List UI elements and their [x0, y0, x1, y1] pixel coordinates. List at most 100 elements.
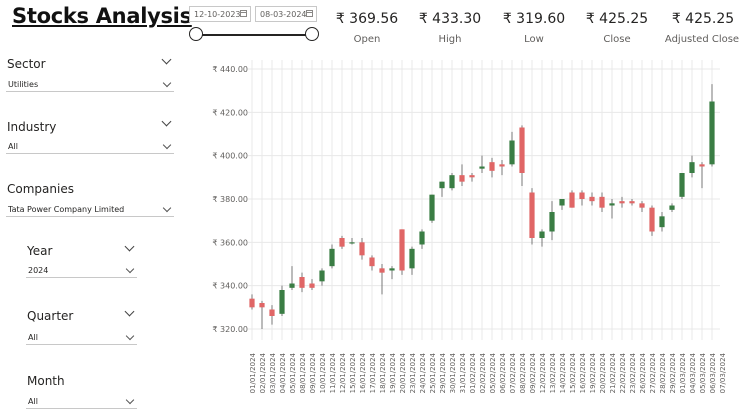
candle-down: [269, 309, 275, 316]
calendar-icon[interactable]: [240, 10, 247, 17]
candle-down: [699, 164, 705, 167]
kpi-open-value: ₹ 369.56: [335, 11, 399, 27]
calendar-icon[interactable]: [306, 10, 313, 17]
x-tick-label: 01/01/2024: [249, 352, 257, 393]
x-tick-label: 17/01/2024: [369, 352, 377, 393]
end-date-value: 08-03-2024: [260, 10, 307, 19]
year-dropdown[interactable]: 2024: [26, 263, 137, 278]
x-tick-label: 30/01/2024: [449, 352, 457, 393]
candle-down: [459, 175, 465, 182]
quarter-dropdown[interactable]: All: [26, 330, 137, 345]
candle-down: [339, 238, 345, 247]
date-range-end-handle[interactable]: [305, 27, 319, 41]
y-tick-label: ₹ 320.00: [212, 325, 248, 334]
kpi-low-label: Low: [524, 34, 544, 45]
x-tick-label: 02/02/2024: [479, 352, 487, 393]
x-tick-label: 19/02/2024: [589, 352, 597, 393]
x-tick-label: 07/02/2024: [509, 352, 517, 393]
x-tick-label: 23/01/2024: [409, 352, 417, 393]
y-tick-label: ₹ 380.00: [212, 195, 248, 204]
x-tick-label: 06/03/2024: [709, 352, 717, 393]
kpi-close-value: ₹ 425.25: [585, 11, 649, 27]
candle-down: [259, 303, 265, 308]
industry-dropdown[interactable]: All: [6, 139, 174, 154]
x-tick-label: 12/01/2024: [339, 352, 347, 393]
x-tick-label: 31/01/2024: [459, 352, 467, 393]
candle-up: [279, 290, 285, 314]
companies-dropdown[interactable]: Tata Power Company Limited: [6, 202, 174, 217]
x-tick-label: 10/01/2024: [319, 352, 327, 393]
kpi-high-value: ₹ 433.30: [418, 11, 482, 27]
x-tick-label: 19/01/2024: [389, 352, 397, 393]
candle-up: [449, 175, 455, 189]
x-tick-label: 29/02/2024: [669, 352, 677, 393]
industry-slicer-title: Industry: [7, 120, 57, 134]
x-tick-label: 28/02/2024: [659, 352, 667, 393]
candle-up: [319, 270, 325, 282]
x-tick-label: 14/02/2024: [559, 352, 567, 393]
kpi-adjusted-close-value: ₹ 425.25: [671, 11, 735, 27]
kpi-adjusted-close-label: Adjusted Close: [664, 34, 740, 45]
x-tick-label: 18/01/2024: [379, 352, 387, 393]
candle-up: [429, 194, 435, 221]
candle-up: [439, 181, 445, 189]
industry-dropdown-value: All: [8, 142, 18, 151]
candle-down: [599, 196, 605, 208]
x-tick-label: 16/01/2024: [359, 352, 367, 393]
candle-up: [709, 101, 715, 165]
sector-slicer-title: Sector: [7, 57, 46, 71]
x-tick-label: 11/01/2024: [329, 352, 337, 393]
end-date-input[interactable]: 08-03-2024: [255, 6, 317, 22]
candle-down: [619, 201, 625, 204]
x-tick-label: 21/02/2024: [609, 352, 617, 393]
candle-down: [639, 203, 645, 208]
kpi-high-label: High: [438, 34, 462, 45]
candle-up: [669, 205, 675, 210]
candle-up: [389, 268, 395, 271]
x-tick-label: 04/01/2024: [279, 352, 287, 393]
candle-down: [359, 242, 365, 256]
x-tick-label: 08/01/2024: [299, 352, 307, 393]
candle-down: [579, 192, 585, 199]
x-tick-label: 22/02/2024: [619, 352, 627, 393]
x-tick-label: 20/01/2024: [399, 352, 407, 393]
x-tick-label: 23/02/2024: [629, 352, 637, 393]
x-tick-label: 07/03/2024: [719, 352, 727, 393]
candle-up: [549, 212, 555, 232]
y-tick-label: ₹ 400.00: [212, 152, 248, 161]
x-tick-label: 12/02/2024: [539, 352, 547, 393]
x-tick-label: 06/02/2024: [499, 352, 507, 393]
candle-down: [379, 268, 385, 273]
x-tick-label: 02/01/2024: [259, 352, 267, 393]
kpi-open-label: Open: [353, 34, 381, 45]
x-tick-label: 03/01/2024: [269, 352, 277, 393]
x-tick-label: 01/02/2024: [469, 352, 477, 393]
month-slicer-title: Month: [27, 374, 65, 388]
sector-dropdown[interactable]: Utilities: [6, 77, 174, 92]
candle-down: [469, 175, 475, 178]
candle-down: [499, 164, 505, 167]
candle-down: [649, 207, 655, 232]
candle-down: [369, 257, 375, 267]
candle-up: [329, 248, 335, 267]
x-tick-label: 09/02/2024: [529, 352, 537, 393]
month-dropdown[interactable]: All: [26, 394, 137, 409]
companies-slicer-title: Companies: [7, 182, 74, 196]
month-dropdown-value: All: [28, 397, 38, 406]
x-tick-label: 13/02/2024: [549, 352, 557, 393]
kpi-close-label: Close: [603, 34, 631, 45]
date-range-start-handle[interactable]: [189, 27, 203, 41]
candle-down: [589, 196, 595, 202]
x-tick-label: 16/02/2024: [579, 352, 587, 393]
candle-up: [689, 162, 695, 173]
x-tick-label: 24/01/2024: [419, 352, 427, 393]
candle-up: [679, 173, 685, 197]
start-date-value: 12-10-2023: [194, 10, 241, 19]
sector-dropdown-value: Utilities: [8, 80, 39, 89]
x-tick-label: 01/03/2024: [679, 352, 687, 393]
x-tick-label: 05/02/2024: [489, 352, 497, 393]
start-date-input[interactable]: 12-10-2023: [189, 6, 251, 22]
date-range-slider-track[interactable]: [196, 34, 313, 36]
candle-up: [659, 216, 665, 228]
